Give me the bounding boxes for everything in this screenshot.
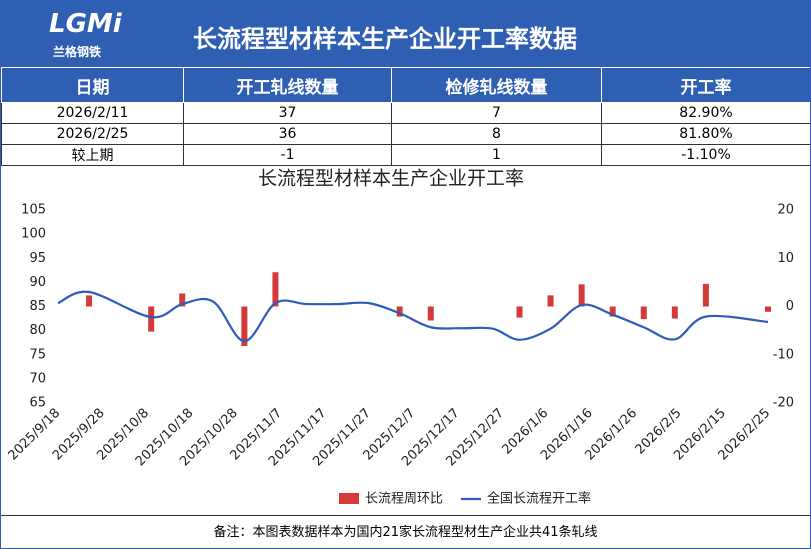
table-cell: 7: [391, 102, 602, 124]
column-header: 检修轧线数量: [391, 67, 602, 103]
table-cell: 较上期: [1, 144, 184, 166]
page-title: 长流程型材样本生产企业开工率数据: [193, 25, 577, 53]
y2-tick-label: -10: [773, 347, 794, 362]
table-cell: 2026/2/25: [1, 123, 184, 145]
bar: [671, 306, 678, 319]
legend-swatch: [339, 493, 359, 504]
header: LGMi 兰格钢铁 长流程型材样本生产企业开工率数据: [1, 1, 810, 67]
column-header: 日期: [1, 67, 184, 103]
y2-tick-label: 10: [777, 251, 794, 266]
y-tick-label: 70: [29, 371, 46, 386]
y-tick-label: 105: [21, 203, 46, 218]
logo-subtitle: 兰格钢铁: [53, 45, 102, 59]
y-tick-label: 75: [29, 347, 46, 362]
table-row: 2026/2/25 36 8 81.80%: [1, 123, 810, 145]
bar: [179, 293, 186, 307]
bar: [578, 284, 585, 307]
y2-tick-label: 0: [786, 299, 794, 314]
table-cell: 82.90%: [601, 102, 810, 124]
bar: [427, 306, 434, 321]
table-cell: 8: [391, 123, 602, 145]
bar: [702, 283, 709, 307]
y-tick-label: 85: [29, 299, 46, 314]
bar: [547, 295, 554, 307]
bar: [609, 306, 616, 317]
bar: [765, 306, 771, 312]
bar: [640, 306, 647, 320]
y-tick-label: 80: [29, 323, 46, 338]
y-tick-label: 95: [29, 251, 46, 266]
y2-tick-label: 20: [777, 203, 794, 218]
y2-tick-label: -20: [773, 396, 794, 411]
chart: 长流程型材样本生产企业开工率65707580859095100105-20-10…: [6, 168, 794, 507]
table-cell: 37: [183, 102, 392, 124]
bar: [272, 272, 279, 307]
bar: [396, 306, 403, 317]
data-table: 日期 开工轧线数量 检修轧线数量 开工率 2026/2/11 37 7 82.90% 2026/…: [1, 67, 810, 166]
table-cell: -1.10%: [601, 144, 810, 166]
chart-title: 长流程型材样本生产企业开工率: [258, 168, 524, 190]
table-row: 较上期 -1 1 -1.10%: [1, 144, 810, 166]
legend-label: 全国长流程开工率: [487, 491, 591, 507]
footer-note: 备注：本图表数据样本为国内21家长流程型材生产企业共41条轧线: [1, 515, 810, 548]
y-tick-label: 100: [21, 227, 46, 242]
bar: [148, 306, 155, 332]
y-tick-label: 65: [29, 396, 46, 411]
table-cell: 81.80%: [601, 123, 810, 145]
table-cell: 36: [183, 123, 392, 145]
logo: LGMi: [49, 9, 122, 39]
column-header: 开工轧线数量: [183, 67, 392, 103]
bar: [86, 295, 93, 307]
table-cell: 2026/2/11: [1, 102, 184, 124]
column-header: 开工率: [601, 67, 810, 103]
line: [57, 290, 769, 343]
bar: [241, 306, 248, 347]
legend-label: 长流程周环比: [365, 492, 443, 507]
bar: [516, 306, 523, 318]
table-row: 2026/2/11 37 7 82.90%: [1, 102, 810, 124]
y-tick-label: 90: [29, 275, 46, 290]
